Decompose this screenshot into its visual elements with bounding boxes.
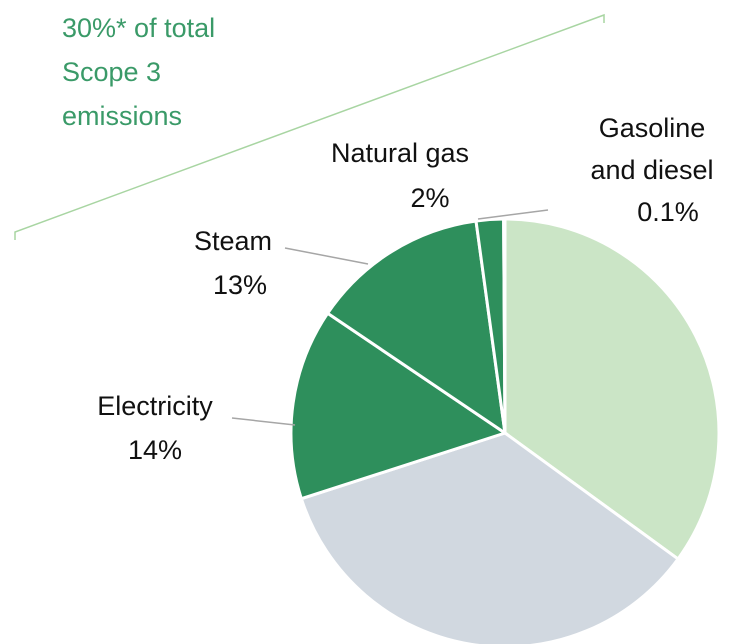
value-label: 0.1% xyxy=(637,197,699,227)
slice xyxy=(502,217,507,434)
bracket xyxy=(14,13,605,240)
annotation: emissions xyxy=(62,101,182,131)
slice xyxy=(289,311,509,501)
slice xyxy=(325,219,507,437)
value-label: 13% xyxy=(213,270,267,300)
slice-label: Natural gas xyxy=(331,138,469,168)
label-line: and diesel xyxy=(590,155,713,185)
annotation: Scope 3 xyxy=(62,57,161,87)
slice-label: Electricity xyxy=(97,391,213,421)
leader-line xyxy=(231,417,296,426)
leader-line xyxy=(477,209,549,220)
slice xyxy=(299,431,681,644)
slice xyxy=(503,217,721,562)
value-label: 14% xyxy=(128,435,182,465)
annotation: 30%* of total xyxy=(62,13,215,43)
slice-label: Gasoline and diesel xyxy=(590,113,713,185)
label-line: Gasoline xyxy=(599,113,706,143)
leader-line xyxy=(284,247,369,265)
value-label: 2% xyxy=(410,183,449,213)
slice-label: Steam xyxy=(194,226,272,256)
